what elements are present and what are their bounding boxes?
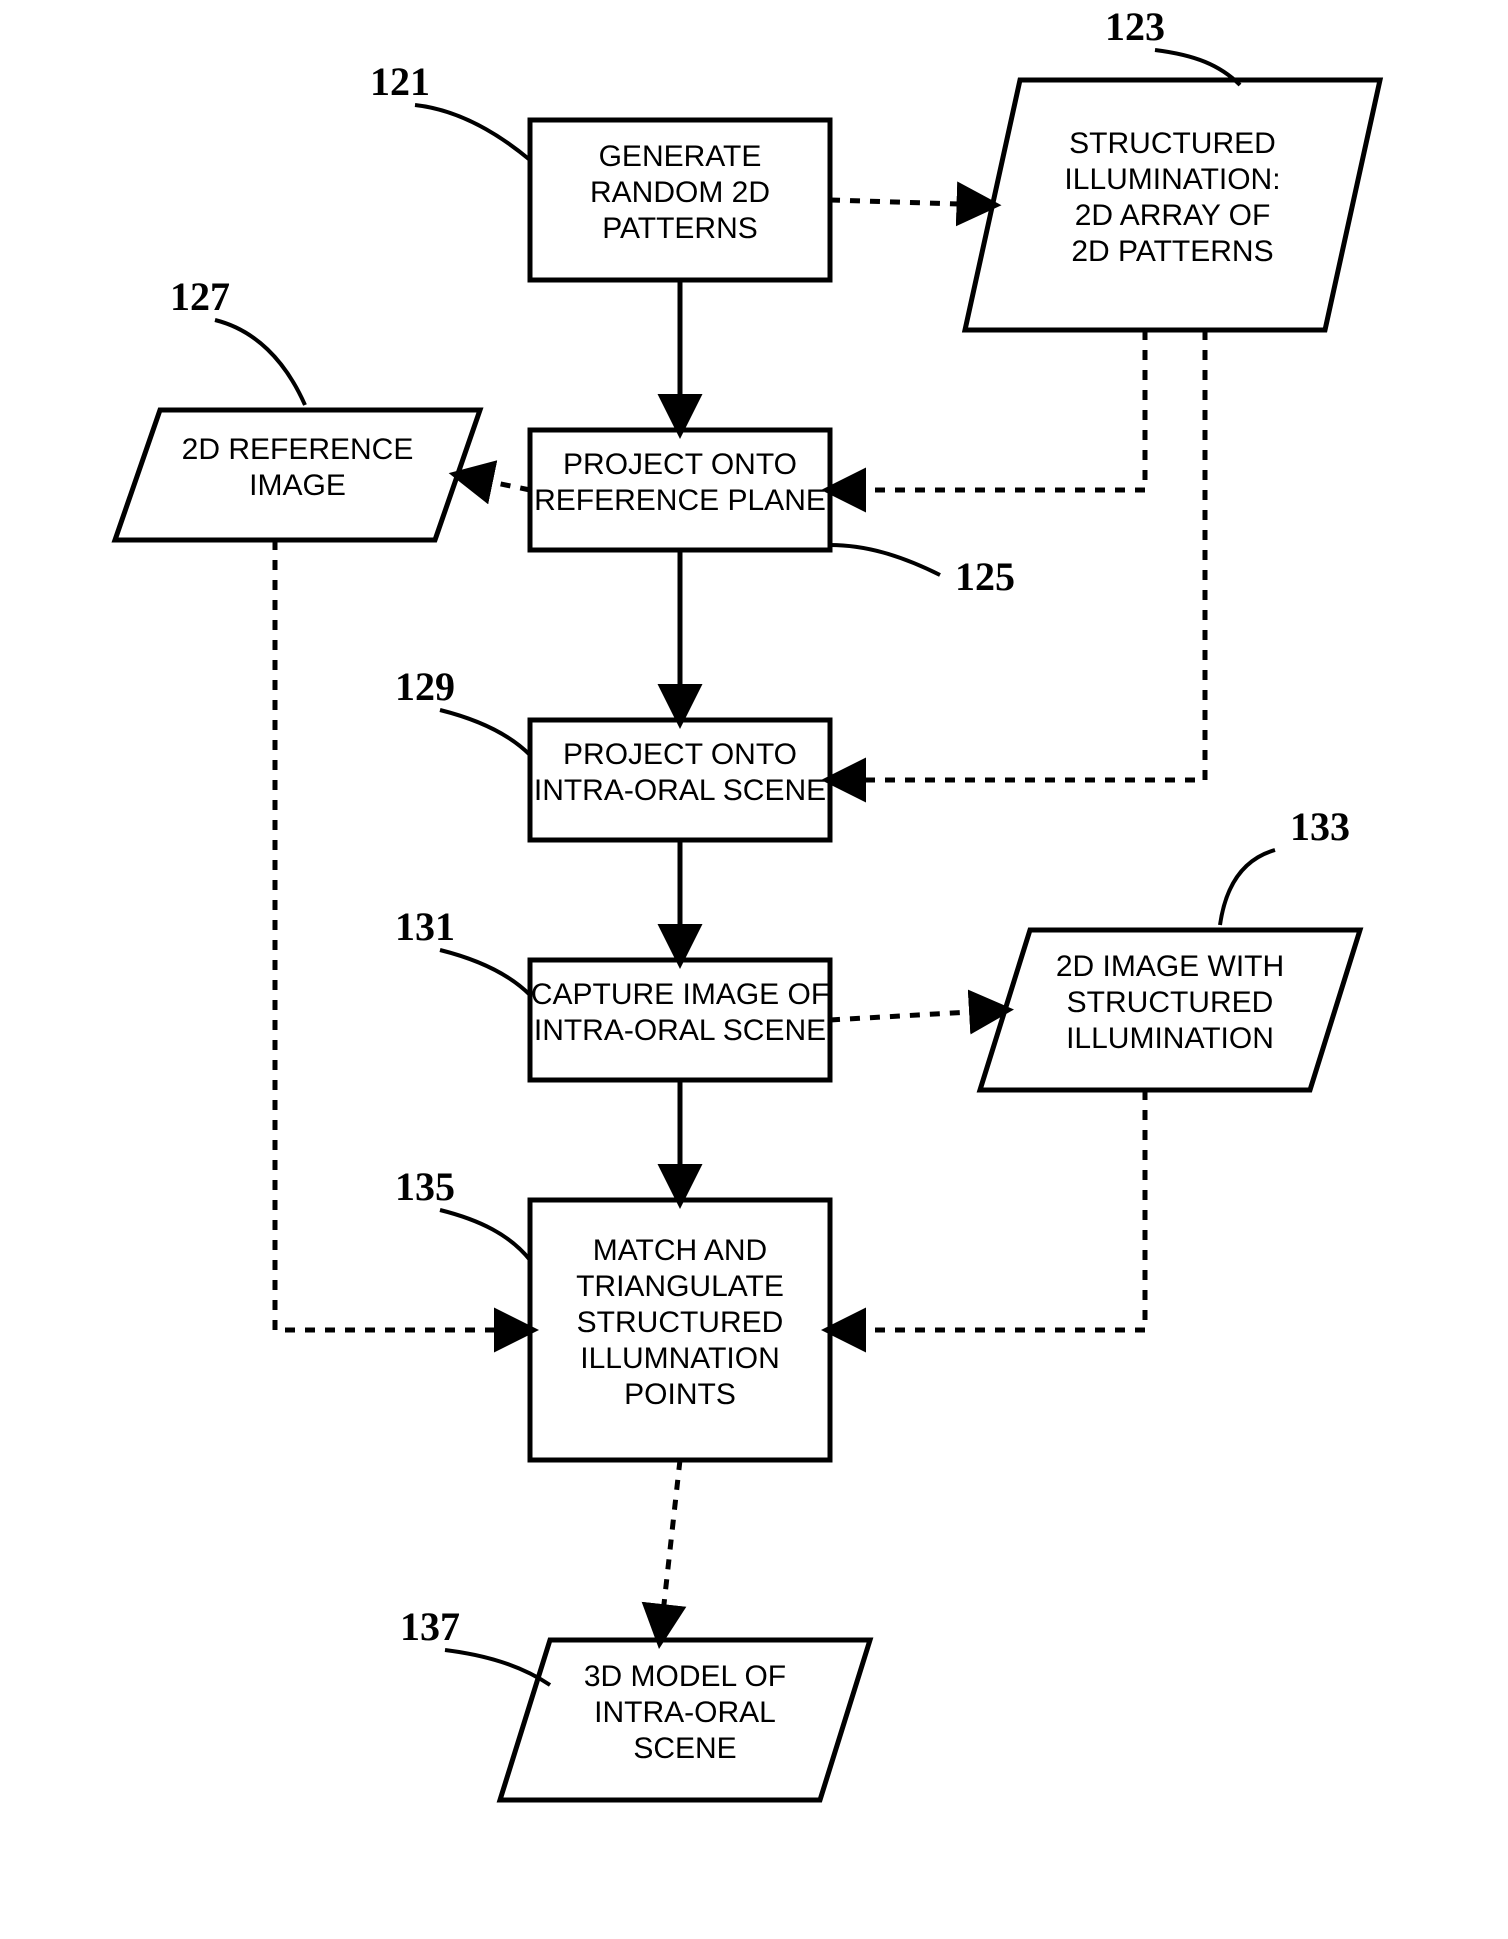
ref-leader (445, 1650, 550, 1685)
node-n137: 3D MODEL OFINTRA-ORALSCENE (500, 1640, 870, 1800)
node-text: TRIANGULATE (576, 1270, 784, 1303)
node-text: STRUCTURED (1069, 127, 1276, 160)
edge-n125-n127 (458, 475, 531, 490)
ref-leader (440, 950, 530, 995)
ref-label: 121 (370, 59, 430, 104)
node-text: 2D ARRAY OF (1075, 199, 1271, 232)
ref-label: 131 (395, 904, 455, 949)
edge-n123-n125 (830, 330, 1145, 490)
node-text: INTRA-ORAL (594, 1696, 776, 1729)
ref-label: 135 (395, 1164, 455, 1209)
node-text: GENERATE (599, 140, 762, 173)
node-text: PROJECT ONTO (563, 448, 797, 481)
ref-n127: 127 (170, 274, 305, 405)
ref-label: 127 (170, 274, 230, 319)
ref-label: 123 (1105, 4, 1165, 49)
node-text: CAPTURE IMAGE OF (531, 978, 829, 1011)
node-n123: STRUCTUREDILLUMINATION:2D ARRAY OF2D PAT… (965, 80, 1380, 330)
ref-label: 129 (395, 664, 455, 709)
ref-leader (440, 710, 530, 755)
node-n129: PROJECT ONTOINTRA-ORAL SCENE (530, 720, 830, 840)
node-text: ILLUMNATION (580, 1342, 779, 1375)
node-n131: CAPTURE IMAGE OFINTRA-ORAL SCENE (530, 960, 830, 1080)
node-text: 2D PATTERNS (1071, 235, 1273, 268)
ref-n129: 129 (395, 664, 530, 755)
node-n125: PROJECT ONTOREFERENCE PLANE (530, 430, 830, 550)
node-text: ILLUMINATION: (1064, 163, 1280, 196)
node-text: PATTERNS (602, 212, 758, 245)
ref-leader (830, 545, 940, 575)
ref-label: 125 (955, 554, 1015, 599)
ref-n131: 131 (395, 904, 530, 995)
ref-n125: 125 (830, 545, 1015, 599)
node-n133: 2D IMAGE WITHSTRUCTUREDILLUMINATION (980, 930, 1360, 1090)
node-text: SCENE (633, 1732, 736, 1765)
node-n121: GENERATERANDOM 2DPATTERNS (530, 120, 830, 280)
ref-leader (440, 1210, 530, 1260)
node-text: 2D IMAGE WITH (1056, 950, 1284, 983)
edge-n133-n135 (830, 1090, 1145, 1330)
ref-n121: 121 (370, 59, 530, 160)
node-text: STRUCTURED (1067, 986, 1274, 1019)
edge-n131-n133 (830, 1010, 1005, 1020)
node-text: REFERENCE PLANE (534, 484, 826, 517)
node-n135: MATCH ANDTRIANGULATESTRUCTUREDILLUMNATIO… (530, 1200, 830, 1460)
node-text: INTRA-ORAL SCENE (534, 774, 826, 807)
edge-n121-n123 (830, 200, 993, 205)
node-text: MATCH AND (593, 1234, 767, 1267)
node-text: STRUCTURED (577, 1306, 784, 1339)
ref-n137: 137 (400, 1604, 550, 1685)
node-text: POINTS (624, 1378, 736, 1411)
node-text: RANDOM 2D (590, 176, 770, 209)
node-text: 2D REFERENCE (182, 433, 414, 466)
node-text: 3D MODEL OF (584, 1660, 786, 1693)
edge-n135-n137 (660, 1460, 680, 1640)
ref-n135: 135 (395, 1164, 530, 1260)
ref-label: 133 (1290, 804, 1350, 849)
ref-leader (415, 105, 530, 160)
node-text: INTRA-ORAL SCENE (534, 1014, 826, 1047)
ref-leader (215, 320, 305, 405)
ref-leader (1220, 850, 1275, 925)
node-text: IMAGE (249, 469, 346, 502)
node-n127: 2D REFERENCEIMAGE (115, 410, 480, 540)
ref-n123: 123 (1105, 4, 1240, 85)
ref-label: 137 (400, 1604, 460, 1649)
node-text: ILLUMINATION (1066, 1022, 1274, 1055)
ref-n133: 133 (1220, 804, 1350, 925)
node-text: PROJECT ONTO (563, 738, 797, 771)
